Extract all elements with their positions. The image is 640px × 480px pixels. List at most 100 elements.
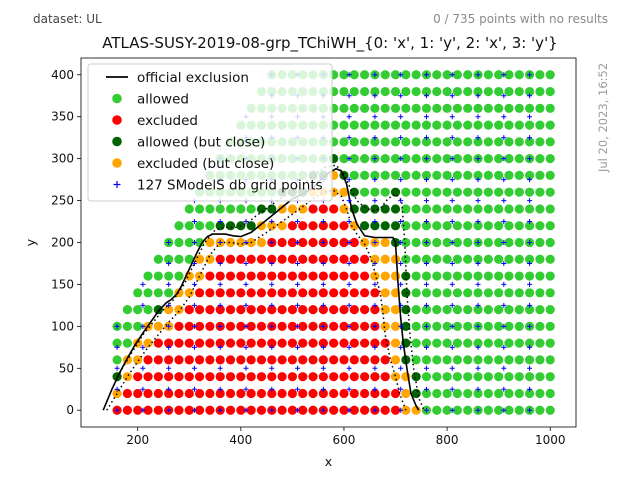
data-point-allowed bbox=[339, 154, 349, 164]
data-point-allowed bbox=[411, 271, 421, 281]
data-point-allowed bbox=[390, 86, 401, 97]
data-point-allowed bbox=[494, 154, 504, 164]
db-grid-point bbox=[501, 114, 507, 120]
data-point-excluded bbox=[308, 321, 318, 331]
data-point-allowed bbox=[339, 70, 349, 80]
db-grid-point bbox=[217, 386, 223, 392]
data-point-allowed bbox=[390, 70, 401, 80]
db-grid-point bbox=[423, 407, 429, 413]
data-point-allowed bbox=[452, 237, 463, 248]
data-point-excluded bbox=[277, 254, 287, 264]
data-point-excluded bbox=[256, 321, 267, 331]
data-point-excludedClose bbox=[143, 338, 153, 348]
data-point-allowed bbox=[483, 304, 493, 315]
data-point-excluded bbox=[277, 388, 287, 399]
data-point-allowed bbox=[463, 204, 473, 214]
data-point-allowed bbox=[535, 154, 545, 164]
db-grid-point bbox=[166, 281, 172, 287]
data-point-allowed bbox=[545, 70, 555, 80]
data-point-allowed bbox=[359, 187, 370, 197]
db-grid-point bbox=[243, 386, 249, 392]
data-point-allowed bbox=[411, 154, 421, 164]
data-point-allowed bbox=[432, 304, 442, 315]
data-point-excluded bbox=[205, 271, 215, 281]
data-point-excludedClose bbox=[122, 372, 133, 382]
legend-dot-marker bbox=[112, 158, 122, 168]
x-axis-label: x bbox=[325, 454, 332, 469]
db-grid-point bbox=[527, 156, 533, 162]
data-point-allowed bbox=[524, 304, 535, 315]
data-point-excluded bbox=[339, 372, 349, 382]
db-grid-point bbox=[269, 365, 275, 371]
db-grid-point bbox=[140, 344, 146, 350]
chart-title: ATLAS-SUSY-2019-08-grp_TChiWH_{0: 'x', 1… bbox=[102, 34, 558, 52]
data-point-allowed bbox=[473, 187, 483, 197]
data-point-excluded bbox=[287, 288, 298, 298]
db-grid-point bbox=[527, 135, 533, 141]
data-point-allowed bbox=[514, 388, 524, 399]
data-point-allowed bbox=[452, 355, 463, 365]
data-point-allowed bbox=[164, 288, 174, 298]
data-point-allowed bbox=[535, 271, 545, 281]
data-point-excluded bbox=[246, 288, 256, 298]
db-grid-point bbox=[423, 177, 429, 183]
data-point-allowed bbox=[421, 288, 432, 298]
data-point-allowed bbox=[452, 170, 463, 181]
db-grid-point bbox=[423, 386, 429, 392]
data-point-excluded bbox=[359, 372, 370, 382]
data-point-allowed bbox=[442, 372, 452, 382]
db-grid-point bbox=[140, 323, 146, 329]
data-point-excluded bbox=[287, 321, 298, 331]
data-point-allowed bbox=[473, 355, 483, 365]
db-grid-point bbox=[423, 260, 429, 266]
data-point-excluded bbox=[298, 321, 308, 331]
db-grid-point bbox=[398, 281, 404, 287]
data-point-excluded bbox=[318, 288, 328, 298]
data-point-allowed bbox=[504, 86, 514, 97]
data-point-allowed bbox=[473, 170, 483, 181]
data-point-allowed bbox=[494, 372, 504, 382]
data-point-excluded bbox=[215, 304, 225, 315]
data-point-excluded bbox=[308, 271, 318, 281]
data-point-allowed bbox=[411, 103, 421, 113]
y-tick-label: 150 bbox=[51, 277, 74, 291]
data-point-allowed bbox=[380, 120, 390, 130]
data-point-allowed bbox=[473, 103, 483, 113]
data-point-allowedClose bbox=[370, 221, 380, 231]
data-point-allowed bbox=[504, 221, 514, 231]
data-point-excluded bbox=[267, 304, 277, 315]
data-point-allowed bbox=[504, 187, 514, 197]
y-axis-ticks: 0 50 100 150 200 250 300 350 400 bbox=[51, 68, 81, 417]
data-point-excluded bbox=[236, 271, 246, 281]
data-point-allowed bbox=[535, 170, 545, 181]
data-point-allowed bbox=[442, 388, 452, 399]
data-point-excluded bbox=[318, 221, 328, 231]
data-point-allowed bbox=[442, 338, 452, 348]
data-point-excluded bbox=[329, 288, 339, 298]
data-point-allowed bbox=[411, 70, 421, 80]
data-point-allowed bbox=[421, 388, 432, 399]
data-point-allowed bbox=[184, 204, 194, 214]
db-grid-point bbox=[372, 135, 378, 141]
db-grid-point bbox=[191, 407, 197, 413]
data-point-allowed bbox=[452, 187, 463, 197]
data-point-excluded bbox=[318, 355, 328, 365]
db-grid-point bbox=[423, 72, 429, 78]
data-point-allowed bbox=[514, 154, 524, 164]
data-point-allowed bbox=[246, 204, 256, 214]
data-point-allowed bbox=[463, 120, 473, 130]
data-point-excluded bbox=[194, 355, 205, 365]
data-point-allowed bbox=[504, 388, 514, 399]
data-point-allowed bbox=[411, 321, 421, 331]
y-tick-label: 0 bbox=[66, 403, 74, 417]
data-point-excludedClose bbox=[277, 204, 287, 214]
db-grid-point bbox=[140, 365, 146, 371]
data-point-excluded bbox=[277, 338, 287, 348]
data-point-excluded bbox=[256, 288, 267, 298]
data-point-allowedClose bbox=[380, 221, 390, 231]
data-point-allowed bbox=[174, 237, 184, 248]
db-grid-point bbox=[243, 219, 249, 225]
data-point-allowed bbox=[349, 154, 359, 164]
db-grid-point bbox=[166, 386, 172, 392]
data-point-allowedClose bbox=[349, 187, 359, 197]
